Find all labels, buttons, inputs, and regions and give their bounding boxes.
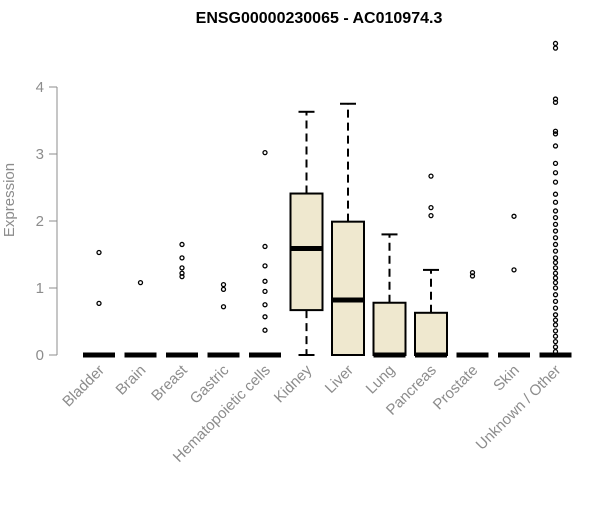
outlier-point (552, 221, 559, 228)
outlier-point (552, 333, 559, 339)
x-tick-label: Lung (363, 362, 399, 398)
x-tick-label: Breast (148, 361, 191, 404)
outlier-point (262, 314, 268, 320)
iqr-box (331, 220, 365, 356)
box-unknown-other (539, 40, 572, 358)
x-tick-label: Prostate (430, 362, 482, 414)
outlier-point (220, 286, 227, 292)
outlier-point (220, 281, 227, 288)
outlier-point (179, 270, 185, 276)
x-tick-label: Skin (490, 362, 523, 395)
outlier-point (179, 241, 185, 248)
outlier-point (552, 298, 559, 305)
outlier-point (262, 243, 268, 250)
box-pancreas (414, 173, 448, 358)
iqr-box (372, 301, 407, 356)
outlier-point (179, 273, 185, 280)
outlier-point (552, 128, 559, 134)
x-tick-label: Liver (322, 362, 357, 397)
outlier-point (552, 179, 559, 185)
outlier-point (552, 292, 559, 298)
y-tick-label: 3 (36, 146, 44, 163)
outlier-point (262, 327, 268, 333)
outlier-point (96, 300, 102, 307)
y-tick-label: 2 (36, 213, 44, 230)
outlier-point (262, 278, 268, 284)
outlier-point (179, 265, 185, 271)
outlier-point (552, 312, 559, 318)
outlier-point (552, 255, 559, 261)
box-breast (166, 241, 198, 358)
outlier-point (552, 160, 559, 167)
outlier-point (96, 249, 102, 256)
outlier-point (552, 191, 559, 197)
outlier-point (552, 275, 559, 281)
outlier-point (552, 143, 559, 149)
outlier-point (262, 288, 268, 295)
box-prostate (456, 269, 489, 358)
outlier-point (552, 265, 559, 271)
outlier-point (552, 279, 559, 286)
box-bladder (83, 249, 115, 358)
outlier-point (428, 204, 434, 211)
outlier-point (552, 208, 559, 214)
outlier-point (552, 328, 559, 334)
outlier-point (511, 267, 517, 273)
box-brain (124, 279, 157, 358)
x-tick-label: Bladder (59, 362, 108, 411)
outlier-point (552, 241, 559, 248)
outlier-point (262, 150, 268, 156)
box-hematopoietic-cells (249, 150, 281, 358)
outlier-point (552, 348, 559, 355)
outlier-point (552, 285, 559, 291)
outlier-point (552, 214, 559, 221)
box-gastric (207, 281, 240, 358)
outlier-point (552, 170, 559, 176)
outlier-point (552, 131, 559, 137)
outlier-point (428, 173, 434, 179)
outlier-point (179, 255, 185, 261)
y-tick-label: 0 (36, 347, 44, 364)
outlier-point (552, 317, 559, 323)
outlier-point (552, 228, 559, 234)
box-liver (331, 102, 365, 356)
outlier-point (428, 212, 434, 219)
boxes-layer (83, 40, 572, 358)
outlier-point (552, 248, 559, 254)
outlier-point (552, 199, 559, 205)
x-tick-label: Kidney (271, 361, 316, 406)
outlier-point (552, 259, 559, 266)
box-skin (498, 213, 530, 358)
chart-title: ENSG00000230065 - AC010974.3 (196, 10, 443, 27)
outlier-point (552, 40, 559, 47)
outlier-point (552, 305, 559, 311)
outlier-point (469, 269, 476, 276)
outlier-point (552, 322, 559, 328)
outlier-point (262, 263, 268, 269)
outlier-point (552, 270, 559, 276)
y-axis: 0 1 2 3 4 (36, 79, 58, 364)
outlier-point (552, 45, 559, 51)
outlier-point (137, 279, 144, 286)
outlier-point (552, 96, 559, 102)
outlier-point (262, 302, 268, 308)
x-tick-label: Brain (113, 362, 150, 399)
outlier-point (220, 304, 227, 310)
y-tick-label: 4 (36, 79, 44, 96)
box-kidney (289, 110, 324, 356)
outlier-point (511, 213, 517, 219)
iqr-box (289, 192, 324, 312)
y-tick-label: 1 (36, 280, 44, 297)
outlier-point (552, 338, 559, 345)
iqr-box (414, 311, 448, 357)
outlier-point (552, 235, 559, 241)
outlier-point (552, 344, 559, 350)
y-axis-label: Expression (1, 163, 18, 237)
box-lung (372, 233, 407, 358)
